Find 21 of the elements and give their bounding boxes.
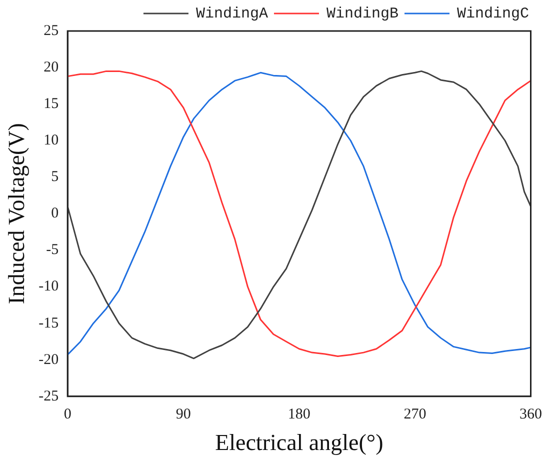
y-tick-label: -20 <box>38 352 59 368</box>
y-tick-label: 15 <box>44 96 59 112</box>
y-axis-title: Induced Voltage(V) <box>4 123 29 304</box>
x-tick-label: 90 <box>176 406 191 422</box>
y-tick-label: -10 <box>38 278 59 295</box>
legend-label: WindingC <box>456 5 530 22</box>
x-tick-label: 180 <box>288 406 310 422</box>
x-tick-label: 360 <box>520 406 542 422</box>
legend-label: WindingB <box>326 5 398 22</box>
y-tick-label: 25 <box>44 22 59 39</box>
legend-label: WindingA <box>196 5 268 22</box>
y-tick-label: -15 <box>38 315 59 332</box>
y-tick-label: 10 <box>44 132 59 149</box>
y-tick-label: 5 <box>51 169 59 186</box>
y-tick-label: -5 <box>46 242 59 258</box>
y-tick-label: 0 <box>51 206 59 222</box>
y-tick-label: 20 <box>44 59 59 76</box>
x-axis-title: Electrical angle(°) <box>215 430 384 456</box>
x-tick-label: 270 <box>404 406 426 422</box>
y-tick-label: -25 <box>38 388 59 404</box>
x-tick-label: 0 <box>64 406 72 422</box>
